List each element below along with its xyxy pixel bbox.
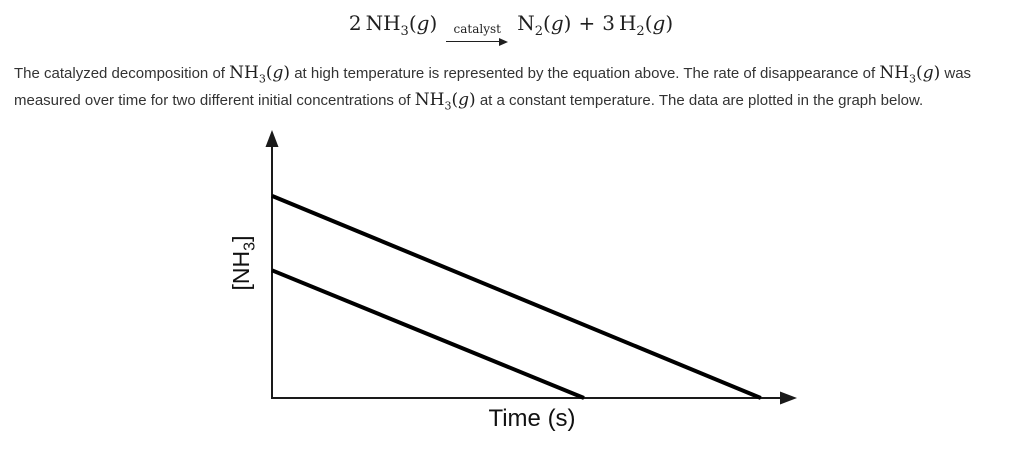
gas-state: g [458,89,470,110]
x-axis-arrowhead-icon [780,391,797,405]
product-coefficient: 3 [602,11,615,35]
chemical-equation: 2 NH3(g) catalyst N2(g) +3 H2(g) [0,12,1022,47]
text-segment: The catalyzed decomposition of [14,64,230,82]
paren: ) [283,62,291,83]
text-segment: at a constant temperature. The data are … [475,91,924,109]
paren: ) [563,11,572,35]
data-line-2 [271,268,585,400]
chem-formula-nh3: NH3(g) [229,62,291,86]
chem-formula-nh3: NH3(g) [414,89,476,113]
formula-base: H [618,11,637,35]
formula-subscript: 3 [909,72,917,86]
formula-subscript: 2 [534,24,544,39]
paren: ( [265,62,273,83]
chart-canvas [265,129,797,405]
y-label-subscript: 3 [240,241,259,251]
formula-subscript: 3 [400,24,409,39]
paren: ( [916,62,923,83]
formula-base: NH [229,62,259,83]
gas-state: g [652,11,666,35]
formula-subscript: 2 [636,24,645,39]
y-axis-label: [NH3] [226,188,259,338]
text-segment: was measured over time for two different… [14,64,972,109]
data-line-1 [271,193,762,400]
formula-subscript: 3 [258,72,266,86]
gas-state: g [416,11,430,35]
paren: ) [665,11,674,35]
chem-formula-nh3: NH3(g) [879,62,941,86]
text-segment: at high temperature is represented by th… [290,64,880,82]
catalyst-label: catalyst [453,22,501,36]
paren: ( [408,11,417,35]
formula-base: NH [879,62,910,83]
paren: ) [429,11,438,35]
y-label-pre: [NH [228,250,254,291]
plus-sign: + [578,11,596,35]
paren: ( [644,11,653,35]
paren: ) [933,62,941,83]
chem-formula-nh3: NH3(g) [365,11,438,38]
paren: ( [543,11,551,35]
paren: ( [451,89,459,110]
gas-state: g [550,11,564,35]
problem-page: 2 NH3(g) catalyst N2(g) +3 H2(g) The catalyze… [0,12,1022,436]
x-axis-label: Time (s) [488,404,576,432]
formula-base: NH [365,11,401,35]
formula-subscript: 3 [444,99,452,113]
formula-base: N [517,11,535,35]
concentration-vs-time-graph: [NH3] Time (s) [0,124,1022,436]
formula-base: NH [414,89,445,110]
paren: ) [469,89,476,110]
gas-state: g [272,62,284,83]
problem-statement: The catalyzed decomposition of NH3(g) at… [14,60,1008,114]
y-axis-arrowhead-icon [265,129,279,147]
chem-formula-n2: N2(g) [517,11,572,38]
reaction-arrow: catalyst [446,22,509,47]
chem-formula-h2: H2(g) [618,11,674,38]
y-label-post: ] [228,235,254,242]
gas-state: g [922,62,934,83]
right-arrow-icon [446,37,509,47]
reactant-coefficient: 2 [348,11,362,35]
